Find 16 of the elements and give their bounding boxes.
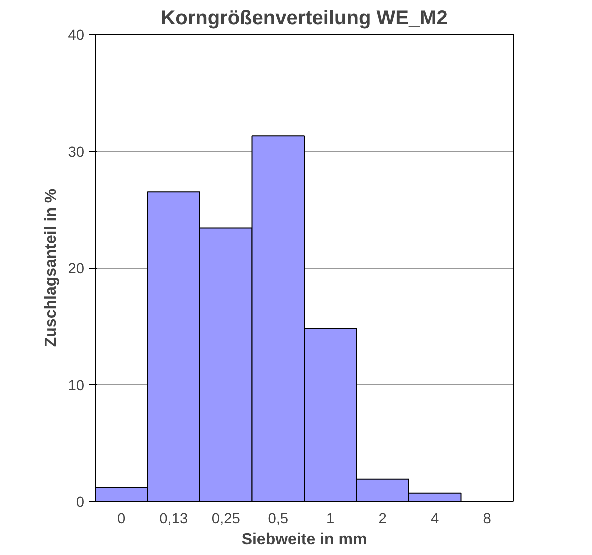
x-tick-label: 1	[326, 512, 335, 528]
y-tick-label: 30	[68, 144, 85, 161]
x-tick-label: 2	[378, 512, 387, 528]
x-axis-title: Siebweite in mm	[242, 532, 368, 548]
x-tick-label: 8	[483, 512, 492, 528]
chart-title: Korngrößenverteilung WE_M2	[161, 8, 448, 30]
x-tick-label: 0,13	[160, 512, 188, 528]
y-tick-label: 20	[68, 262, 85, 278]
y-tick-label: 40	[68, 28, 85, 44]
x-tick-label: 0	[118, 512, 126, 528]
y-tick-label: 0	[76, 495, 85, 511]
x-tick-label: 0,25	[212, 512, 240, 528]
x-tick-label: 4	[431, 512, 440, 528]
y-tick-label: 10	[68, 378, 85, 394]
y-axis-title: Zuschlagsanteil in %	[43, 188, 60, 348]
x-tick-label: 0,5	[268, 512, 289, 528]
